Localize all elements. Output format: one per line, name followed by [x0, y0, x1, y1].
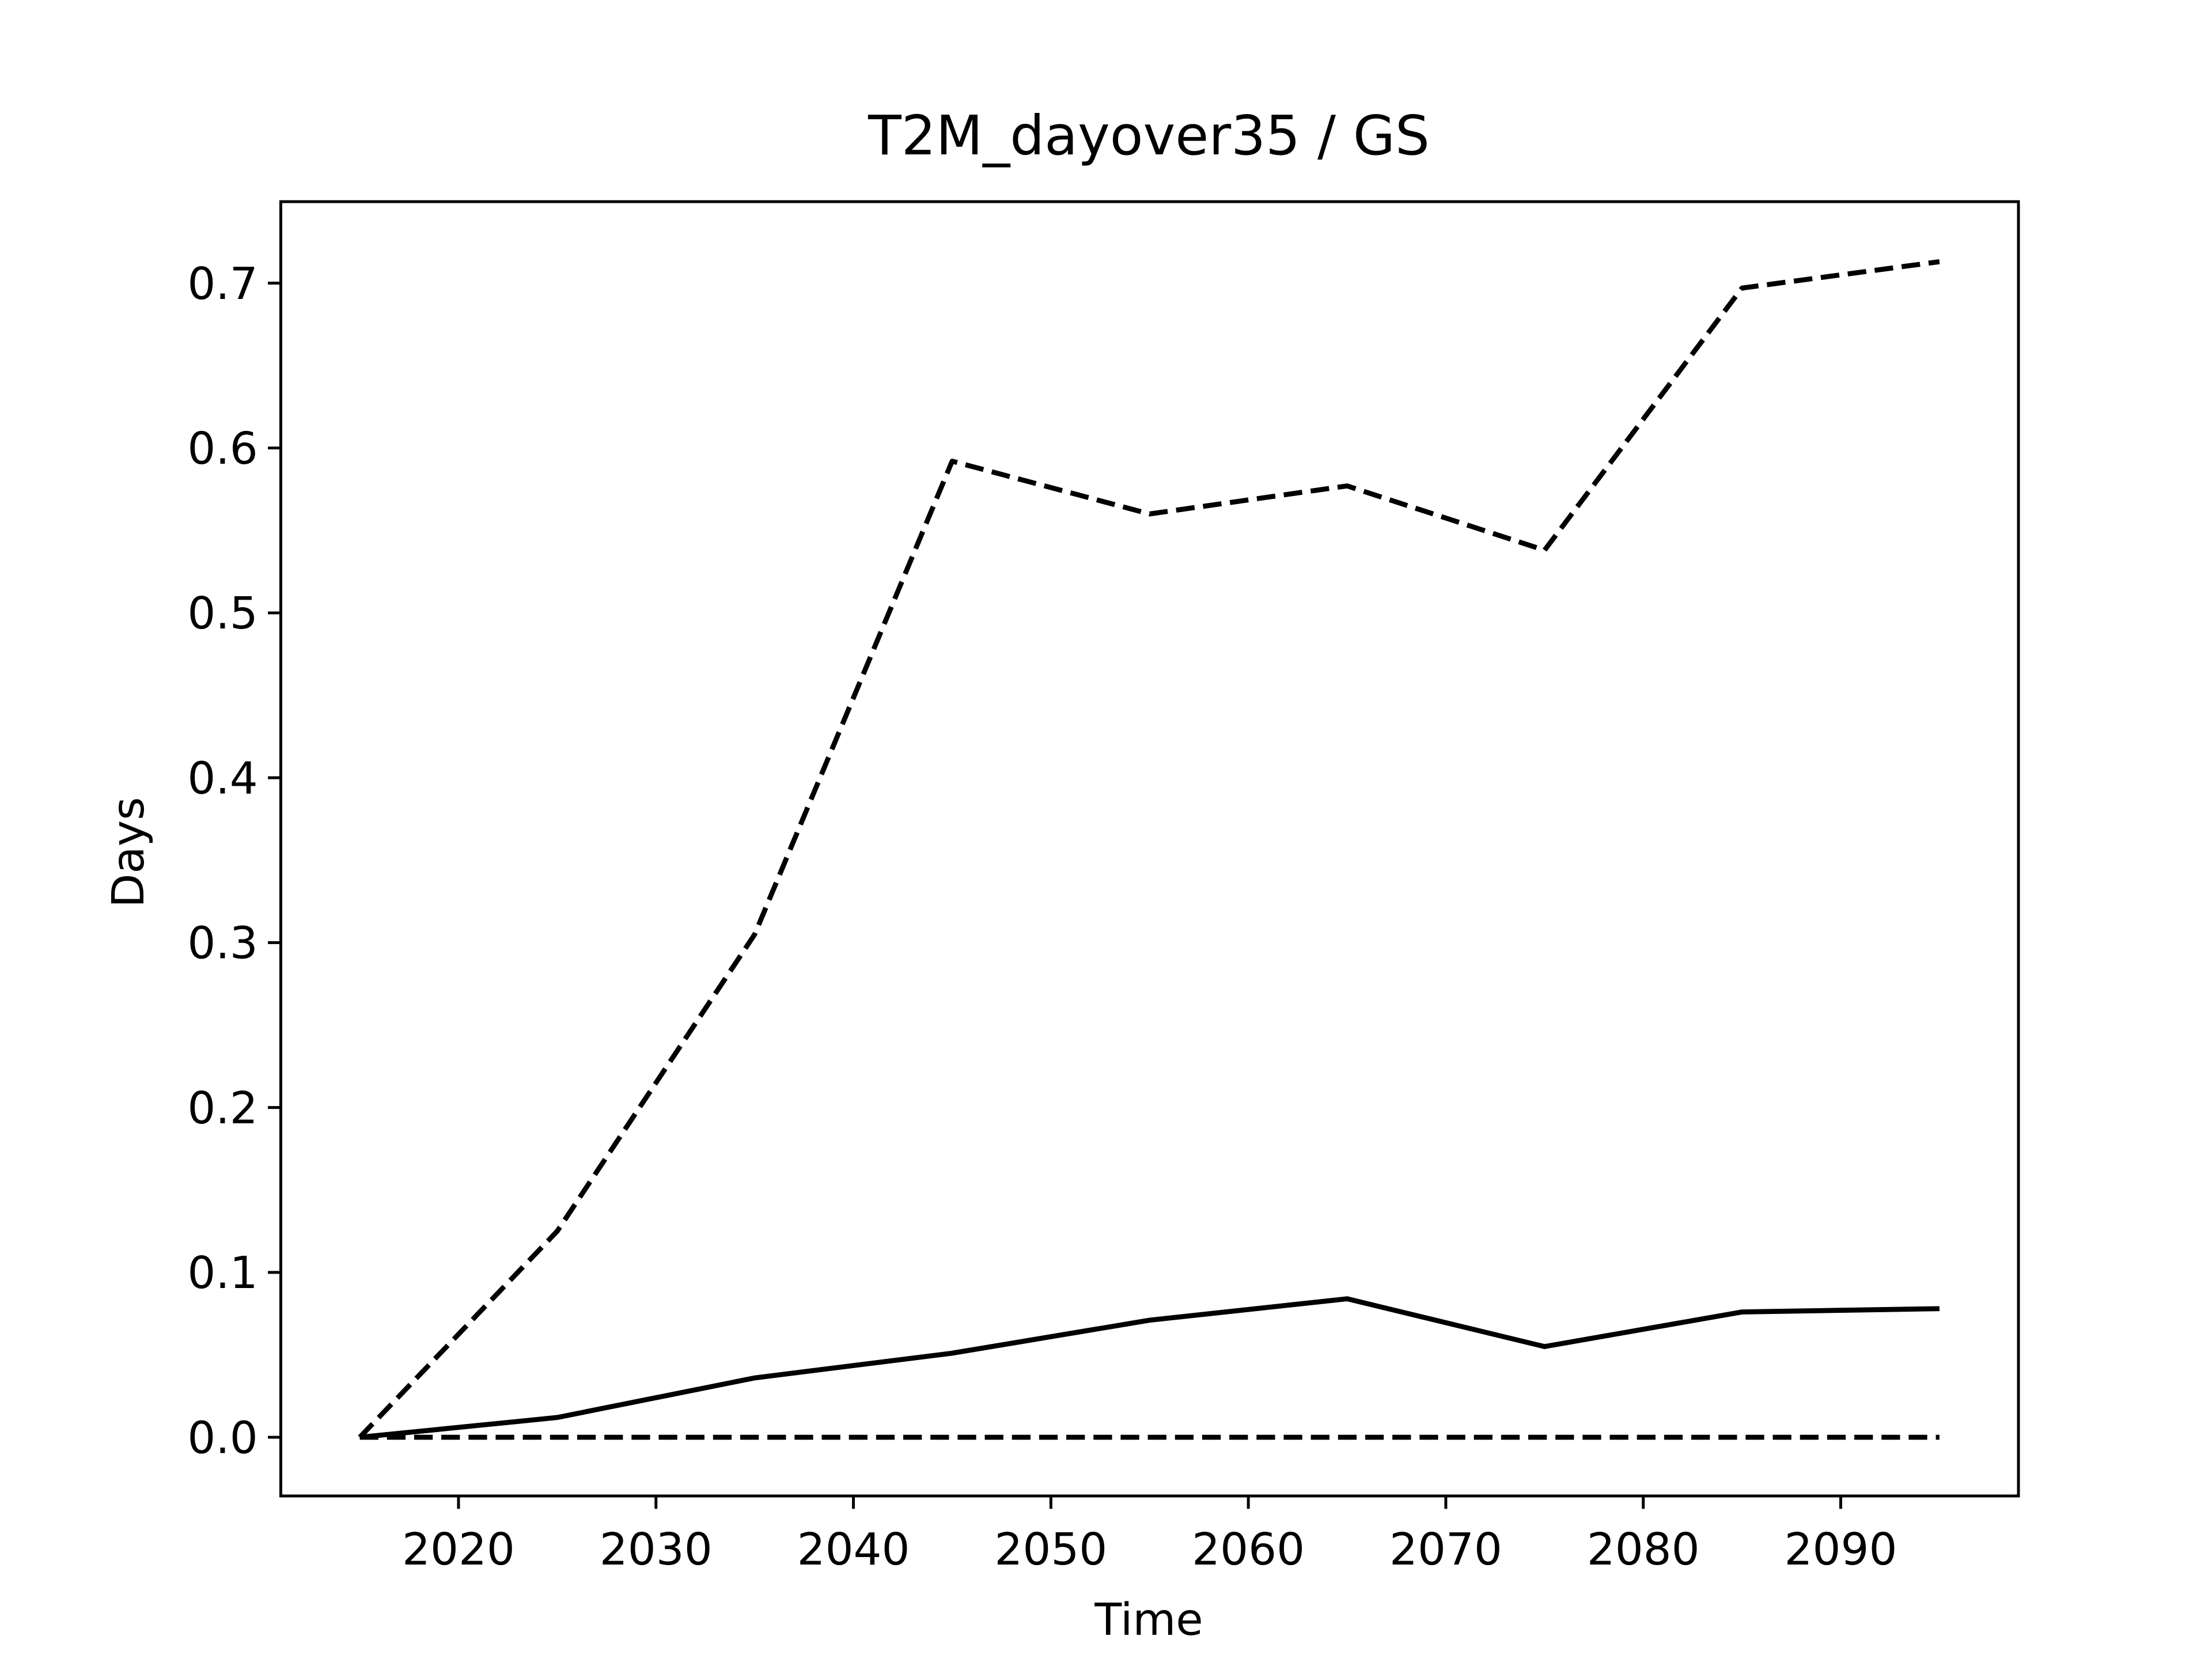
y-axis-label: Days — [103, 797, 154, 908]
y-tick-label: 0.3 — [187, 918, 257, 969]
x-tick-label: 2070 — [1389, 1524, 1502, 1575]
y-tick-label: 0.0 — [187, 1412, 257, 1464]
chart-title: T2M_dayover35 / GS — [868, 104, 1430, 168]
y-tick-label: 0.7 — [187, 259, 257, 310]
x-tick-label: 2030 — [600, 1524, 713, 1575]
x-axis-label: Time — [1094, 1594, 1203, 1646]
x-tick-label: 2050 — [994, 1524, 1107, 1575]
x-tick-label: 2040 — [797, 1524, 910, 1575]
y-tick-label: 0.1 — [187, 1248, 257, 1299]
y-tick-label: 0.4 — [187, 753, 257, 804]
x-tick-label: 2080 — [1587, 1524, 1700, 1575]
y-tick-label: 0.5 — [187, 588, 257, 639]
series-line — [358, 259, 1940, 1440]
x-tick-label: 2090 — [1785, 1524, 1897, 1575]
x-tick-label: 2020 — [402, 1524, 515, 1575]
plot-frame — [279, 200, 2020, 1498]
series-line — [359, 1296, 1940, 1440]
x-tick-label: 2060 — [1192, 1524, 1305, 1575]
y-tick-label: 0.6 — [187, 423, 257, 475]
y-tick-label: 0.2 — [187, 1083, 257, 1134]
